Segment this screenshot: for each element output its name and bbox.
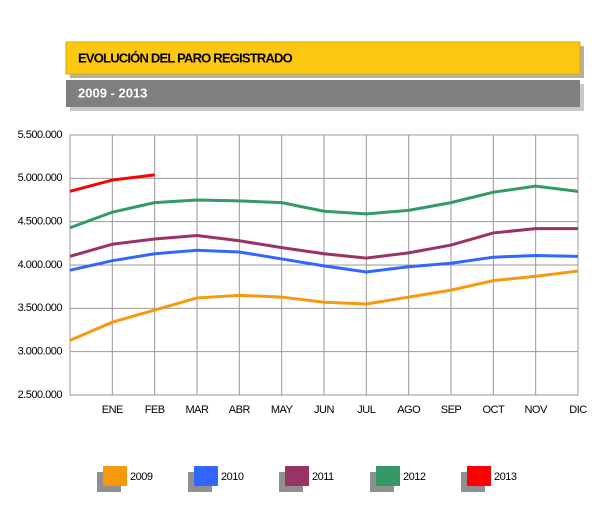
y-tick-label: 5.000.000: [18, 172, 63, 184]
series-line: [69, 269, 579, 342]
x-tick-label: DIC: [569, 404, 587, 416]
x-tick-label: FEB: [145, 404, 165, 416]
legend-label: 2009: [130, 471, 153, 483]
x-tick-label: JUN: [314, 404, 334, 416]
chart-title: EVOLUCIÓN DEL PARO REGISTRADO: [78, 50, 293, 65]
legend-label: 2012: [403, 471, 426, 483]
x-tick-label: NOV: [524, 404, 548, 416]
x-tick-label: JUL: [357, 404, 375, 416]
legend-swatch: [376, 466, 400, 486]
legend-swatch: [285, 466, 309, 486]
legend-swatch: [194, 466, 218, 486]
legend-swatch: [103, 466, 127, 486]
series-line: [69, 227, 578, 260]
chart-subtitle: 2009 - 2013: [78, 85, 147, 100]
x-tick-label: AGO: [397, 404, 421, 416]
x-tick-label: MAR: [186, 404, 210, 416]
y-tick-label: 2.500.000: [18, 389, 63, 401]
x-tick-label: SEP: [441, 404, 462, 416]
x-tick-label: MAY: [271, 404, 294, 416]
y-tick-label: 3.000.000: [18, 346, 63, 358]
y-tick-label: 5.500.000: [18, 129, 63, 141]
y-tick-label: 4.500.000: [18, 216, 63, 228]
legend-label: 2011: [312, 471, 334, 483]
y-tick-label: 3.500.000: [18, 302, 63, 314]
legend-label: 2013: [494, 471, 517, 483]
series-line: [69, 184, 579, 230]
y-tick-label: 4.000.000: [18, 259, 63, 271]
x-tick-label: ABR: [229, 404, 251, 416]
title-box: [65, 41, 581, 75]
x-tick-label: OCT: [482, 404, 505, 416]
x-tick-label: ENE: [102, 404, 123, 416]
series-line: [69, 173, 155, 193]
series-line: [69, 248, 579, 274]
legend-swatch: [467, 466, 491, 486]
legend-label: 2010: [221, 471, 244, 483]
subtitle-box: [66, 80, 580, 107]
